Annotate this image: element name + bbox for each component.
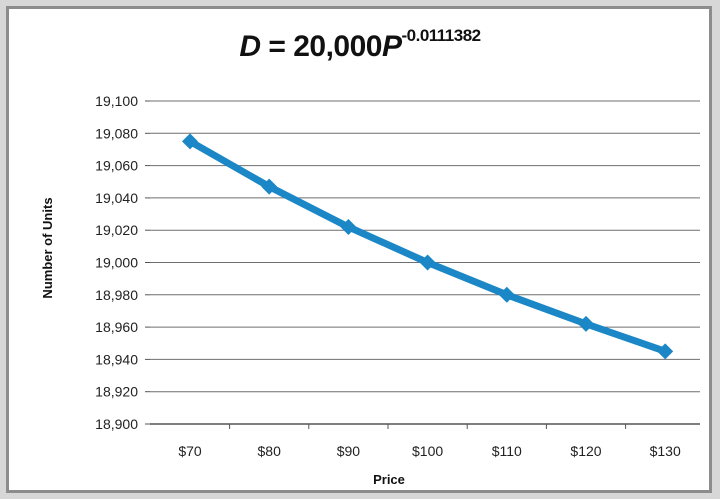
y-tick-label: 18,980 [95,287,138,303]
data-points [182,133,674,360]
y-axis-ticks: 18,900 18,920 18,940 18,960 18,980 19,000 19,0… [95,93,150,432]
y-tick-label: 19,100 [95,93,138,109]
y-axis-label: Number of Units [40,197,55,298]
series-line [186,137,669,355]
x-tick-label: $120 [570,443,601,459]
title-variable: D [239,30,261,63]
chart-title: D = 20,000P-0.0111382 [0,26,720,64]
x-tick-label: $110 [492,443,522,459]
data-point-marker [340,218,357,235]
chart-frame [6,6,712,493]
x-tick-label: $80 [258,443,282,459]
data-point-marker [657,343,674,360]
x-tick-label: $100 [412,443,443,459]
x-tick-label: $130 [650,443,681,459]
y-tick-label: 19,040 [95,190,138,206]
data-point-marker [419,254,436,271]
y-tick-label: 19,020 [95,222,138,238]
title-exponent: -0.0111382 [401,26,481,45]
data-point-marker [578,315,594,332]
gridlines [150,100,700,425]
x-tick-label: $70 [178,443,202,459]
y-tick-label: 18,940 [95,351,138,367]
data-point-marker [261,178,278,195]
y-tick-label: 18,920 [95,384,138,400]
y-tick-label: 19,060 [95,158,138,174]
data-point-marker [182,133,198,150]
series-path [186,137,669,355]
data-point-marker [498,286,515,303]
y-tick-label: 18,960 [95,319,138,335]
x-axis-label: Price [373,472,405,487]
y-tick-label: 18,900 [95,416,138,432]
title-base: P [381,30,402,63]
y-tick-label: 19,000 [95,255,138,271]
title-equation: = 20,000 [260,30,382,63]
x-axis-ticks: $70 $80 $90 $100 $110 $120 $130 [178,424,681,459]
y-tick-label: 19,080 [95,125,138,141]
x-tick-label: $90 [337,443,361,459]
